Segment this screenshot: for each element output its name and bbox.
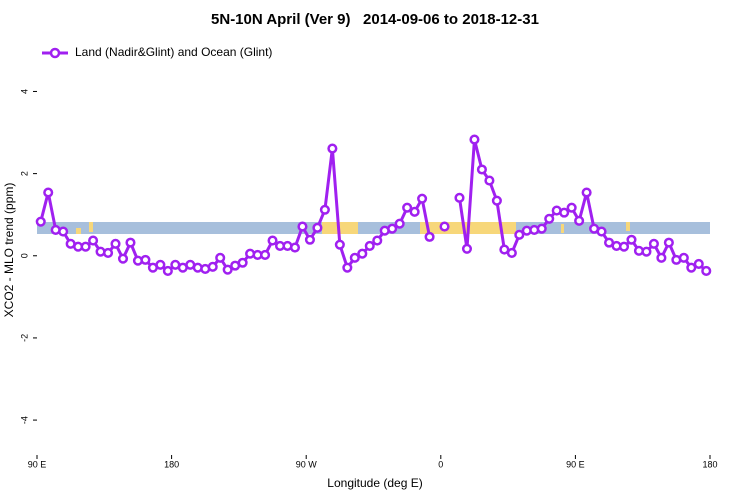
x-tick-label: 90 W — [296, 459, 318, 469]
data-point — [222, 264, 233, 275]
data-point — [514, 229, 525, 240]
data-point — [125, 237, 136, 248]
data-point — [35, 216, 46, 227]
y-tick-label: 2 — [19, 171, 29, 176]
data-point — [461, 243, 473, 254]
data-point — [469, 134, 480, 145]
band-highlight — [561, 224, 564, 233]
data-point — [102, 247, 114, 258]
data-point — [506, 247, 517, 258]
data-point — [476, 164, 487, 175]
data-point — [267, 235, 278, 246]
data-point — [618, 241, 630, 252]
data-point — [327, 143, 338, 154]
data-point — [536, 223, 547, 234]
data-point — [140, 254, 151, 265]
data-point — [394, 218, 405, 229]
data-point — [207, 261, 218, 272]
data-point — [559, 207, 570, 218]
data-point — [439, 221, 450, 232]
background-band — [37, 222, 710, 234]
data-point — [80, 241, 91, 252]
data-point — [117, 253, 129, 264]
data-point — [484, 175, 495, 186]
data-point — [312, 222, 323, 233]
data-point — [319, 204, 330, 215]
data-point — [372, 235, 383, 246]
data-point — [364, 240, 375, 251]
data-point — [701, 265, 712, 277]
data-point — [58, 226, 69, 237]
data-point — [155, 259, 166, 270]
data-point — [334, 239, 345, 250]
x-tick-label: 90 E — [566, 459, 585, 469]
data-point — [581, 187, 592, 198]
data-point — [110, 238, 121, 249]
data-point — [454, 192, 465, 203]
y-tick-label: -2 — [19, 334, 29, 342]
data-point — [663, 237, 674, 248]
y-tick-label: 0 — [19, 253, 29, 258]
data-point — [349, 252, 360, 263]
band-highlight — [626, 222, 630, 231]
data-point — [574, 215, 585, 226]
band — [37, 222, 710, 234]
data-point — [626, 234, 637, 245]
data-point — [693, 258, 704, 270]
data-point — [678, 252, 689, 263]
data-point — [656, 252, 667, 263]
y-axis-label: XCO2 - MLO trend (ppm) — [2, 183, 16, 318]
data-point — [260, 249, 271, 260]
series-line — [39, 138, 708, 273]
legend-marker — [49, 47, 61, 59]
data-point — [409, 206, 420, 217]
data-point — [544, 213, 555, 224]
data-point — [215, 252, 226, 263]
data-point — [289, 242, 301, 253]
x-tick-label: 180 — [164, 459, 179, 469]
data-point — [424, 231, 435, 242]
data-point — [566, 202, 577, 213]
x-tick-label: 90 E — [28, 459, 47, 469]
data-point — [596, 226, 607, 237]
x-tick-label: 180 — [702, 459, 717, 469]
data-point — [342, 262, 353, 273]
y-tick-label: 4 — [19, 89, 29, 94]
data-point — [686, 262, 697, 273]
chart-title: 5N-10N April (Ver 9) 2014-09-06 to 2018-… — [211, 11, 539, 28]
data-point — [417, 193, 428, 204]
x-axis-label: Longitude (deg E) — [327, 476, 422, 490]
data-point — [162, 265, 173, 277]
data-point — [641, 246, 652, 257]
y-tick-label: -4 — [19, 416, 29, 424]
band-highlight — [76, 228, 81, 234]
data-point — [304, 234, 315, 245]
band-highlight — [89, 222, 93, 232]
data-point — [402, 202, 413, 213]
data-point — [43, 187, 54, 198]
data-point — [297, 221, 308, 232]
x-tick-label: 0 — [438, 459, 443, 469]
legend-label: Land (Nadir&Glint) and Ocean (Glint) — [75, 45, 272, 59]
data-point — [88, 235, 99, 246]
data-point — [491, 195, 502, 206]
data-point — [357, 248, 368, 259]
data-point — [387, 223, 398, 234]
data-point — [648, 238, 659, 249]
data-point — [237, 257, 248, 268]
